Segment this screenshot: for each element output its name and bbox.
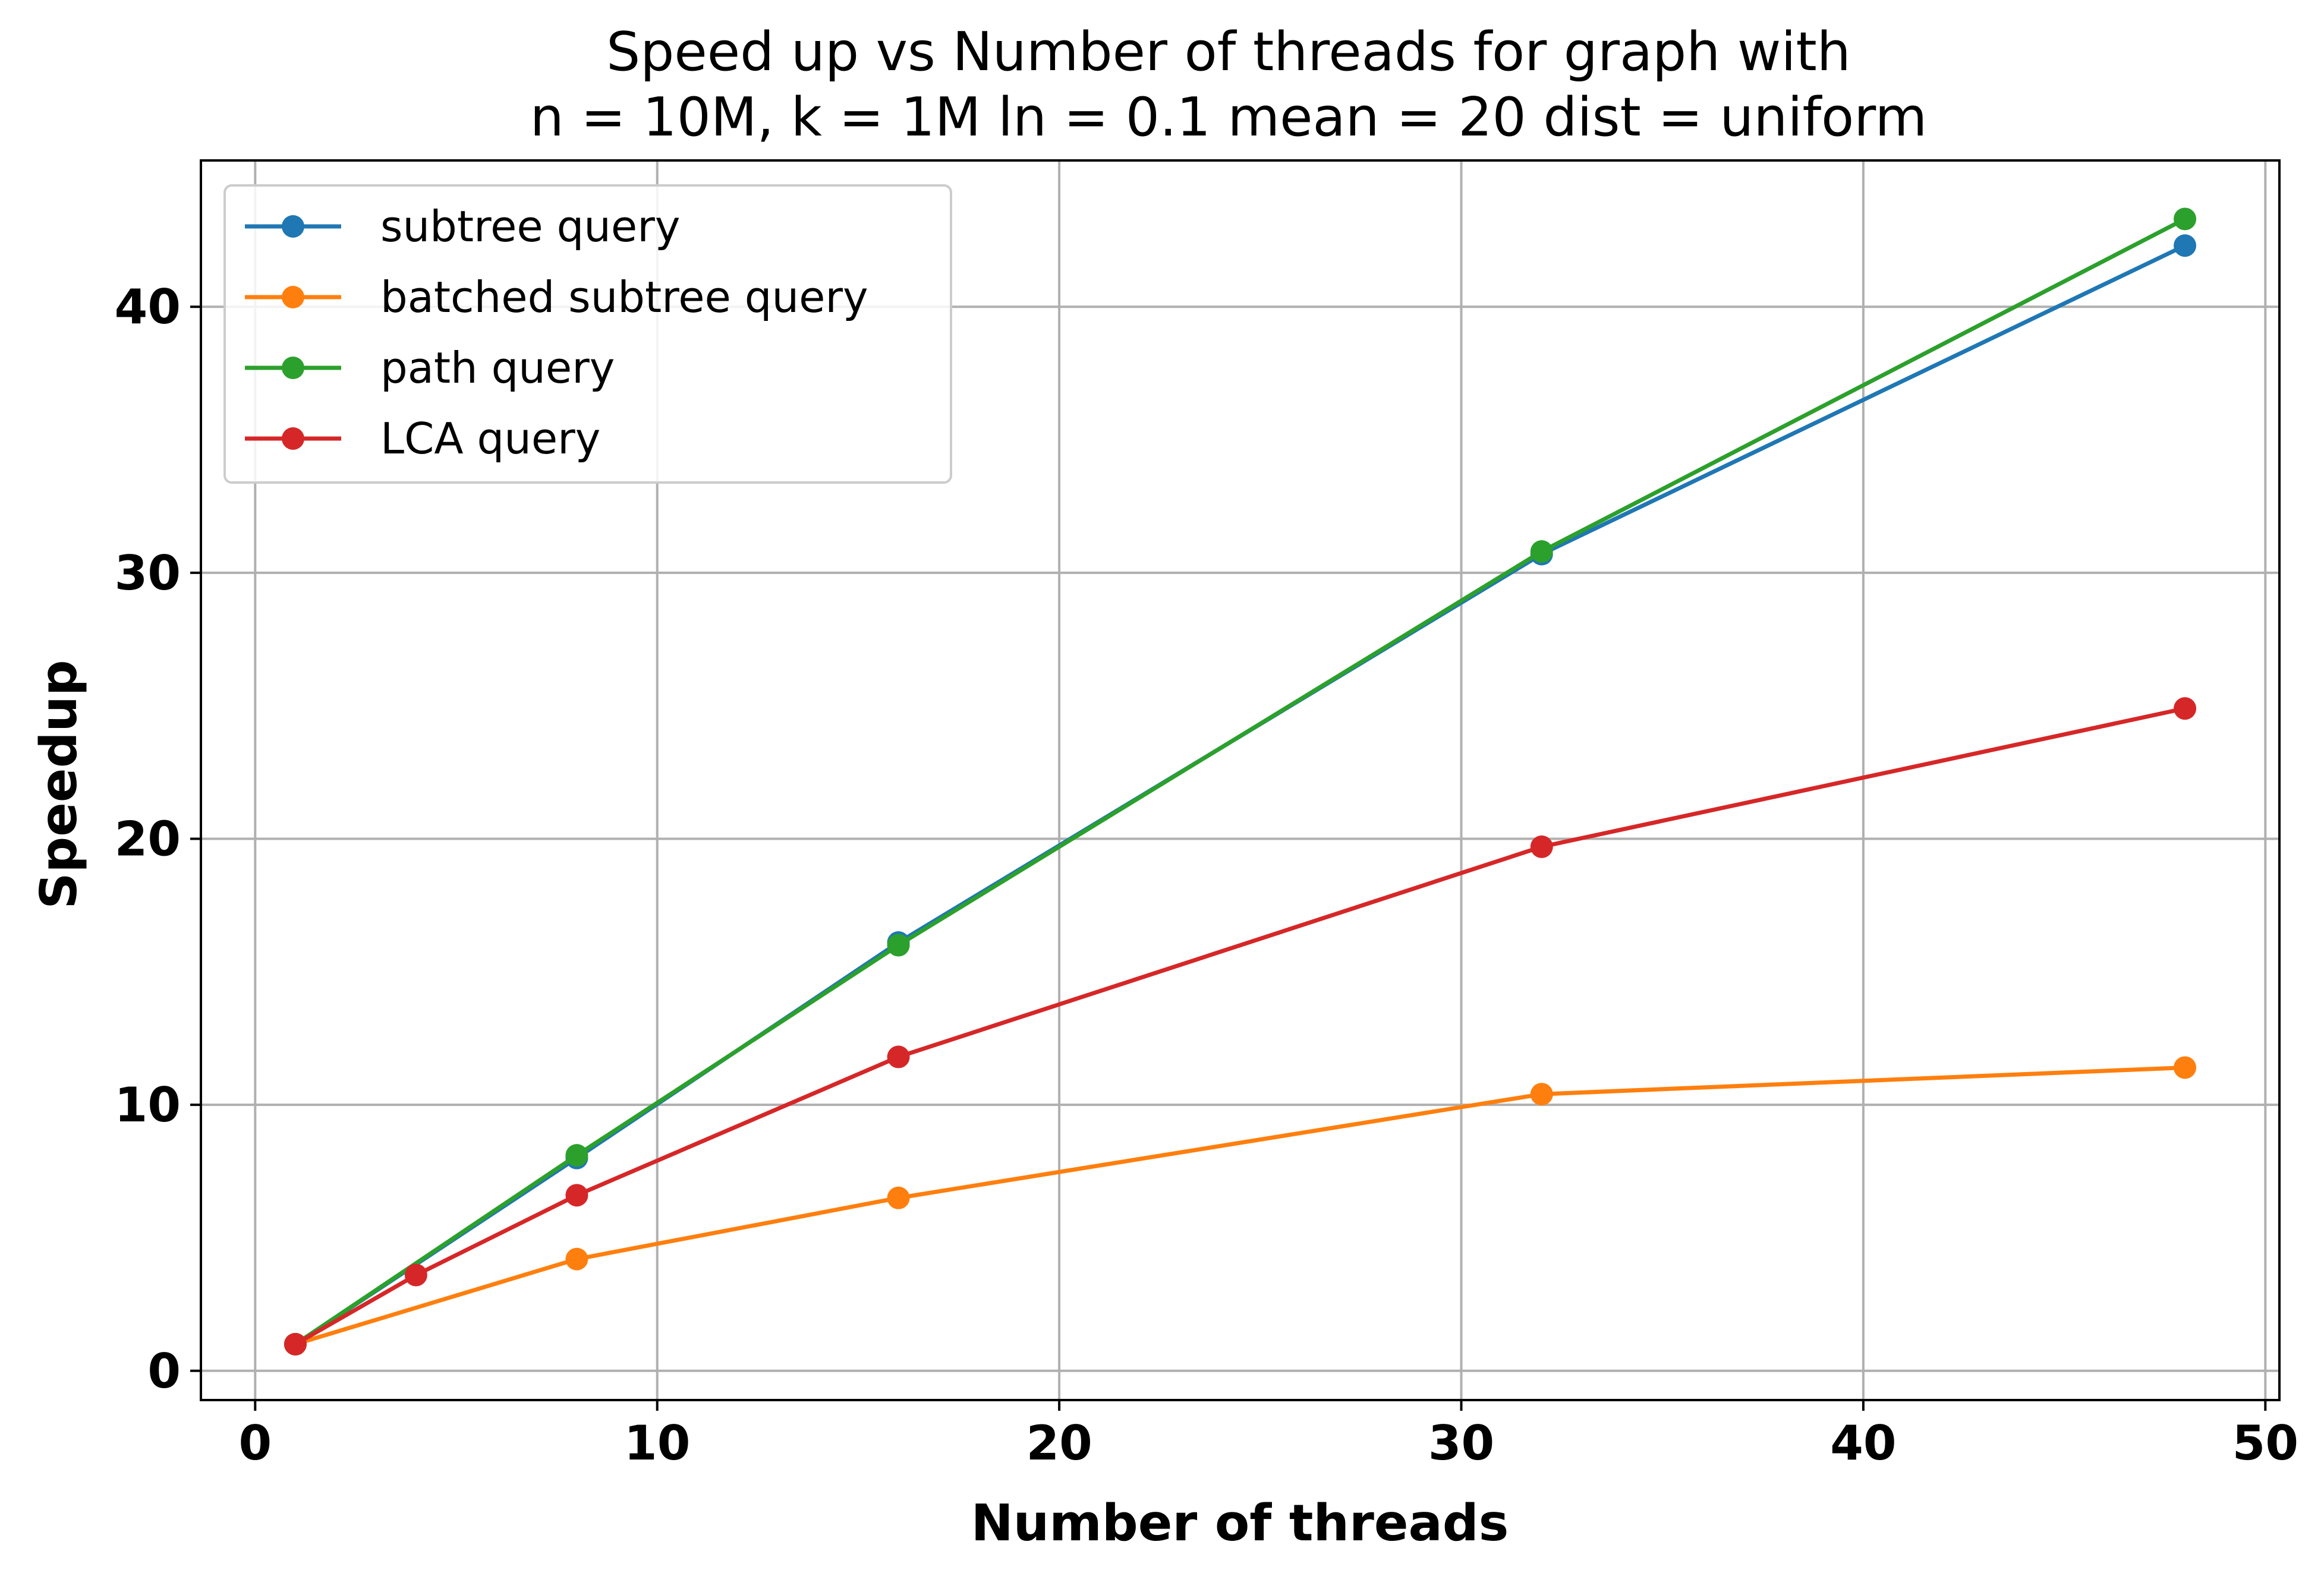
series-lines bbox=[284, 207, 2197, 1356]
legend-label: path query bbox=[380, 343, 615, 393]
data-point-path-query bbox=[565, 1144, 588, 1167]
data-point-batched-subtree-query bbox=[1530, 1083, 1553, 1106]
legend-label: batched subtree query bbox=[380, 272, 868, 322]
y-axis-label: Speedup bbox=[30, 660, 89, 909]
legend-marker bbox=[282, 286, 304, 308]
series-batched-subtree-query bbox=[284, 1056, 2197, 1356]
legend-label: subtree query bbox=[380, 201, 680, 251]
legend-entry-subtree-query: subtree query bbox=[245, 201, 680, 251]
legend-marker bbox=[282, 357, 304, 379]
data-point-batched-subtree-query bbox=[565, 1247, 588, 1271]
data-point-lca-query bbox=[887, 1045, 910, 1068]
x-axis-label: Number of threads bbox=[971, 1494, 1509, 1553]
legend: subtree query batched subtree query path q… bbox=[223, 184, 952, 484]
data-point-batched-subtree-query bbox=[887, 1186, 910, 1209]
legend-box bbox=[223, 184, 952, 484]
legend-entry-lca-query: LCA query bbox=[245, 414, 600, 464]
data-point-lca-query bbox=[404, 1263, 427, 1287]
data-point-path-query bbox=[2174, 207, 2197, 231]
legend-entry-batched-subtree-query: batched subtree query bbox=[245, 272, 868, 322]
data-point-subtree-query bbox=[2174, 234, 2197, 257]
legend-label: LCA query bbox=[380, 414, 600, 464]
x-tick-label: 10 bbox=[624, 1416, 690, 1471]
x-tick-label: 0 bbox=[238, 1416, 272, 1471]
x-tick-label: 50 bbox=[2232, 1416, 2298, 1471]
y-tick-label: 30 bbox=[115, 546, 181, 601]
axis-ticks: 0 10 20 30 40 50 0 10 20 30 40 bbox=[115, 279, 2298, 1471]
data-point-lca-query bbox=[565, 1184, 588, 1207]
x-tick-label: 20 bbox=[1026, 1416, 1092, 1471]
data-point-path-query bbox=[1530, 540, 1553, 563]
data-point-lca-query bbox=[1530, 835, 1553, 858]
legend-entry-path-query: path query bbox=[245, 343, 615, 393]
data-point-batched-subtree-query bbox=[2174, 1056, 2197, 1079]
plot-frame bbox=[200, 159, 2281, 1401]
legend-marker bbox=[282, 215, 304, 238]
series-lca-query bbox=[284, 697, 2197, 1356]
chart-title-line-2: n = 10M, k = 1M ln = 0.1 mean = 20 dist … bbox=[530, 86, 1928, 149]
x-tick-label: 40 bbox=[1830, 1416, 1896, 1471]
legend-marker bbox=[282, 427, 304, 450]
data-point-lca-query bbox=[2174, 697, 2197, 720]
data-point-lca-query bbox=[284, 1332, 307, 1356]
y-tick-label: 20 bbox=[115, 811, 181, 866]
data-point-path-query bbox=[887, 934, 910, 957]
series-line-lca-query bbox=[294, 706, 2186, 1347]
y-tick-label: 0 bbox=[147, 1344, 181, 1399]
x-tick-label: 30 bbox=[1428, 1416, 1494, 1471]
chart-title-line-1: Speed up vs Number of threads for graph … bbox=[606, 21, 1851, 83]
y-tick-label: 10 bbox=[115, 1077, 181, 1133]
y-tick-label: 40 bbox=[115, 279, 181, 335]
